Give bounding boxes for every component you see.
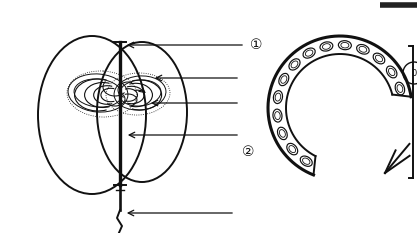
Text: ②: ② [242,145,254,159]
Text: ①: ① [250,38,262,52]
Text: 0: 0 [412,69,417,78]
